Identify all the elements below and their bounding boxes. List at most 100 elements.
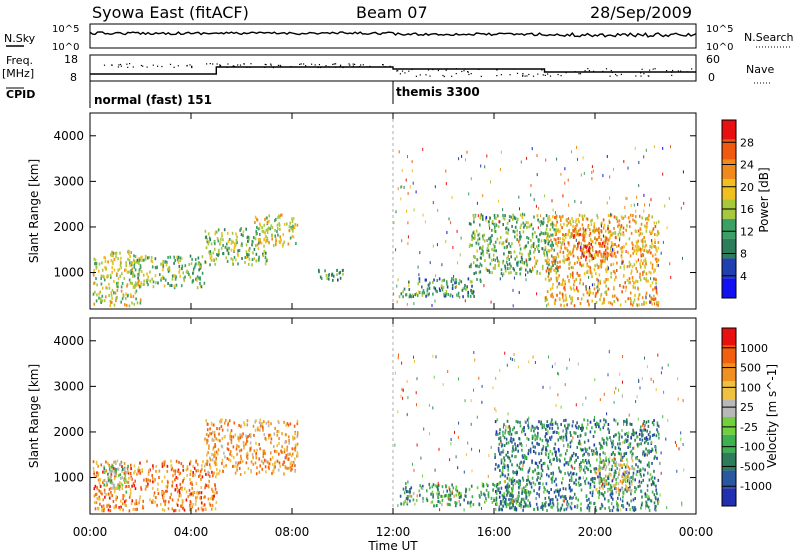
- heatmap-cell: [469, 501, 471, 505]
- heatmap-cell: [613, 285, 615, 289]
- heatmap-cell: [608, 460, 611, 464]
- heatmap-cell: [563, 260, 566, 264]
- heatmap-cell: [432, 244, 434, 248]
- heatmap-cell: [621, 504, 623, 508]
- heatmap-cell: [114, 460, 116, 464]
- heatmap-cell: [104, 260, 107, 263]
- heatmap-cell: [528, 480, 531, 484]
- heatmap-cell: [586, 250, 588, 254]
- heatmap-cell: [642, 428, 645, 432]
- heatmap-cell: [654, 233, 656, 236]
- heatmap-cell: [554, 298, 557, 302]
- heatmap-cell: [653, 145, 655, 149]
- heatmap-cell: [133, 263, 136, 267]
- heatmap-cell: [502, 241, 505, 245]
- heatmap-cell: [570, 266, 573, 270]
- heatmap-cell: [163, 462, 166, 466]
- heatmap-cell: [582, 156, 584, 160]
- heatmap-cell: [109, 505, 111, 508]
- heatmap-cell: [200, 486, 203, 489]
- heatmap-cell: [655, 488, 658, 492]
- heatmap-cell: [522, 505, 525, 509]
- heatmap-cell: [587, 249, 590, 252]
- heatmap-cell: [259, 464, 261, 468]
- heatmap-cell: [634, 286, 636, 290]
- heatmap-cell: [643, 450, 645, 454]
- heatmap-cell: [160, 262, 162, 266]
- nave-point: [191, 65, 193, 67]
- heatmap-cell: [591, 476, 594, 480]
- heatmap-cell: [625, 508, 628, 511]
- heatmap-cell: [646, 504, 649, 508]
- heatmap-cell: [210, 258, 213, 262]
- heatmap-cell: [514, 235, 516, 239]
- heatmap-cell: [516, 238, 518, 242]
- heatmap-cell: [98, 495, 101, 499]
- heatmap-cell: [438, 491, 440, 495]
- heatmap-cell: [644, 217, 647, 221]
- heatmap-cell: [650, 296, 652, 300]
- heatmap-cell: [217, 239, 220, 243]
- heatmap-cell: [115, 474, 117, 478]
- heatmap-cell: [593, 452, 595, 456]
- heatmap-cell: [141, 259, 143, 262]
- heatmap-cell: [602, 234, 604, 238]
- heatmap-cell: [579, 278, 582, 282]
- nave-point: [641, 68, 643, 70]
- freq-series: [90, 66, 696, 75]
- heatmap-cell: [600, 292, 603, 296]
- heatmap-cell: [658, 436, 660, 440]
- heatmap-cell: [177, 260, 180, 264]
- heatmap-cell: [543, 423, 545, 427]
- heatmap-cell: [477, 242, 480, 246]
- heatmap-cell: [124, 477, 127, 481]
- heatmap-cell: [432, 354, 434, 358]
- heatmap-cell: [195, 262, 197, 266]
- heatmap-cell: [522, 508, 524, 512]
- heatmap-cell: [488, 270, 491, 274]
- heatmap-cell: [245, 256, 248, 259]
- heatmap-cell: [173, 255, 175, 259]
- heatmap-cell: [221, 458, 224, 462]
- heatmap-cell: [179, 471, 182, 475]
- heatmap-cell: [260, 459, 263, 463]
- nave-point: [463, 70, 465, 72]
- heatmap-cell: [511, 449, 514, 453]
- heatmap-cell: [649, 301, 651, 304]
- heatmap-cell: [405, 488, 407, 491]
- heatmap-cell: [140, 487, 143, 491]
- heatmap-cell: [515, 507, 518, 511]
- heatmap-cell: [681, 503, 683, 507]
- heatmap-cell: [146, 459, 148, 463]
- heatmap-cell: [599, 298, 601, 302]
- heatmap-cell: [480, 490, 482, 494]
- heatmap-cell: [468, 265, 471, 269]
- heatmap-cell: [607, 482, 610, 486]
- heatmap-cell: [94, 507, 97, 511]
- heatmap-cell: [648, 478, 651, 482]
- heatmap-cell: [548, 278, 550, 282]
- heatmap-cell: [534, 445, 536, 449]
- heatmap-cell: [446, 231, 448, 234]
- heatmap-cell: [603, 484, 606, 488]
- heatmap-cell: [589, 231, 592, 235]
- heatmap-cell: [573, 492, 576, 496]
- heatmap-cell: [537, 244, 540, 248]
- heatmap-cell: [598, 496, 600, 500]
- heatmap-cell: [600, 265, 603, 269]
- heatmap-cell: [610, 246, 612, 250]
- heatmap-cell: [450, 279, 453, 283]
- heatmap-cell: [98, 292, 100, 296]
- heatmap-cell: [553, 268, 556, 272]
- heatmap-cell: [577, 244, 579, 248]
- nave-point: [605, 68, 608, 70]
- heatmap-cell: [660, 251, 662, 255]
- heatmap-cell: [523, 246, 526, 250]
- heatmap-cell: [276, 430, 279, 433]
- heatmap-cell: [586, 419, 589, 423]
- heatmap-cell: [597, 475, 599, 479]
- heatmap-cell: [505, 505, 508, 509]
- heatmap-cell: [560, 423, 562, 426]
- heatmap-cell: [243, 446, 245, 450]
- heatmap-cell: [644, 356, 645, 360]
